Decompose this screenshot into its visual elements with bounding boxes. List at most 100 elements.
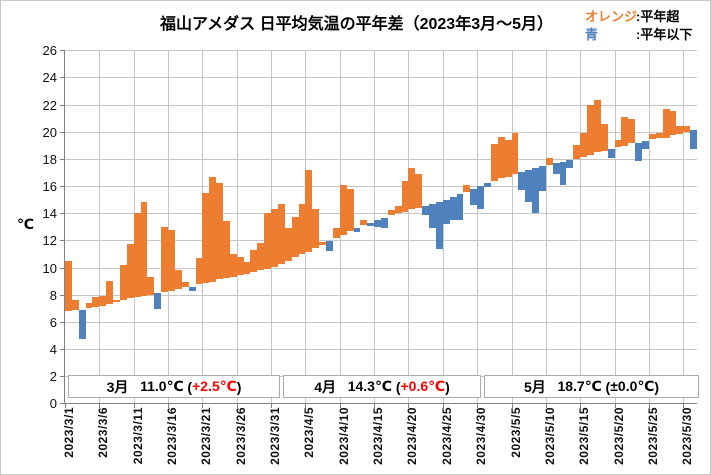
may-anomaly-value: ±0.0℃ bbox=[610, 378, 655, 394]
y-tick-mark bbox=[60, 349, 64, 350]
bar-above-normal bbox=[663, 109, 670, 138]
x-tick-label: 2023/4/15 bbox=[371, 407, 385, 465]
bar-above-normal bbox=[237, 257, 244, 275]
bar-below-normal bbox=[374, 220, 381, 227]
y-tick-label: 12 bbox=[42, 233, 57, 248]
bar-above-normal bbox=[230, 254, 237, 277]
bar-above-normal bbox=[271, 209, 278, 267]
y-gridline bbox=[65, 186, 697, 187]
bar-above-normal bbox=[333, 228, 340, 238]
bar-above-normal bbox=[408, 168, 415, 209]
bar-above-normal bbox=[340, 185, 347, 235]
bar-below-normal bbox=[518, 172, 525, 190]
bar-above-normal bbox=[649, 134, 656, 139]
x-tick-mark bbox=[305, 403, 306, 408]
x-tick-label: 2023/3/26 bbox=[234, 407, 248, 465]
x-tick-label: 2023/3/21 bbox=[199, 407, 213, 465]
bar-below-normal bbox=[477, 186, 484, 209]
y-gridline bbox=[65, 322, 697, 323]
legend-item-below-normal: 青:平年以下 bbox=[585, 26, 692, 44]
bar-above-normal bbox=[573, 145, 580, 159]
bar-above-normal bbox=[278, 204, 285, 264]
bar-above-normal bbox=[491, 144, 498, 181]
bar-below-normal bbox=[470, 189, 477, 205]
bar-above-normal bbox=[594, 100, 601, 152]
bar-above-normal bbox=[65, 261, 72, 311]
bar-above-normal bbox=[670, 111, 676, 135]
bar-below-normal bbox=[436, 202, 443, 249]
legend-label-above: :平年超 bbox=[636, 9, 680, 24]
y-gridline bbox=[65, 240, 697, 241]
y-tick-label: 2 bbox=[49, 369, 57, 384]
x-tick-label: 2023/4/5 bbox=[302, 407, 316, 458]
bar-above-normal bbox=[134, 213, 141, 297]
x-tick-label: 2023/3/31 bbox=[268, 407, 282, 465]
bar-below-normal bbox=[381, 218, 388, 228]
bar-below-normal bbox=[326, 241, 333, 251]
x-gridline bbox=[237, 50, 238, 403]
y-tick-label: 0 bbox=[49, 396, 57, 411]
x-tick-mark bbox=[649, 403, 650, 408]
bar-below-normal bbox=[532, 168, 539, 213]
y-tick-mark bbox=[60, 403, 64, 404]
y-gridline bbox=[65, 50, 697, 51]
y-tick-label: 22 bbox=[42, 98, 57, 113]
x-gridline bbox=[649, 50, 650, 403]
x-gridline bbox=[683, 50, 684, 403]
bar-below-normal bbox=[560, 162, 566, 185]
x-tick-mark bbox=[202, 403, 203, 408]
x-gridline bbox=[168, 50, 169, 403]
bar-above-normal bbox=[656, 133, 663, 138]
y-gridline bbox=[65, 213, 697, 214]
bar-above-normal bbox=[415, 174, 422, 208]
y-tick-label: 4 bbox=[49, 342, 57, 357]
y-tick-label: 20 bbox=[42, 125, 57, 140]
x-tick-label: 2023/4/25 bbox=[440, 407, 454, 465]
bar-below-normal bbox=[566, 160, 573, 168]
y-tick-label: 14 bbox=[42, 206, 57, 221]
bar-below-normal bbox=[154, 293, 161, 309]
bar-below-normal bbox=[450, 197, 457, 220]
bar-above-normal bbox=[628, 119, 635, 143]
bar-above-normal bbox=[168, 230, 175, 291]
y-gridline bbox=[65, 349, 697, 350]
x-gridline bbox=[580, 50, 581, 403]
y-tick-mark bbox=[60, 268, 64, 269]
monthly-summary-april: 4月 14.3℃ (+0.6℃) bbox=[283, 375, 481, 398]
bar-above-normal bbox=[196, 258, 202, 284]
bar-above-normal bbox=[223, 221, 230, 278]
bar-above-normal bbox=[463, 185, 470, 192]
monthly-summary-march: 3月 11.0℃ (+2.5℃) bbox=[68, 375, 280, 398]
y-tick-mark bbox=[60, 77, 64, 78]
bar-below-normal bbox=[539, 166, 546, 191]
x-tick-mark bbox=[168, 403, 169, 408]
bar-above-normal bbox=[360, 220, 367, 225]
bar-below-normal bbox=[443, 200, 450, 224]
bar-above-normal bbox=[127, 244, 134, 298]
monthly-summary-may: 5月 18.7℃ (±0.0℃) bbox=[484, 375, 699, 398]
bar-above-normal bbox=[546, 158, 553, 165]
x-tick-mark bbox=[65, 403, 66, 408]
y-tick-label: 26 bbox=[42, 43, 57, 58]
x-tick-label: 2023/4/30 bbox=[474, 407, 488, 465]
y-tick-mark bbox=[60, 322, 64, 323]
x-tick-label: 2023/5/20 bbox=[612, 407, 626, 465]
x-tick-mark bbox=[615, 403, 616, 408]
bar-above-normal bbox=[202, 193, 209, 283]
y-tick-mark bbox=[60, 213, 64, 214]
march-anomaly-value: +2.5℃ bbox=[192, 378, 237, 394]
legend-term-blue: 青 bbox=[585, 27, 599, 42]
x-gridline bbox=[512, 50, 513, 403]
chart-title: 福山アメダス 日平均気温の平年差（2023年3月～5月） bbox=[159, 16, 554, 33]
bar-above-normal bbox=[580, 133, 587, 157]
y-tick-mark bbox=[60, 295, 64, 296]
x-tick-label: 2023/4/20 bbox=[405, 407, 419, 465]
bar-above-normal bbox=[106, 281, 113, 304]
bar-above-normal bbox=[113, 300, 120, 302]
legend-term-orange: オレンジ bbox=[585, 9, 638, 24]
bar-above-normal bbox=[161, 227, 168, 292]
bar-above-normal bbox=[216, 183, 223, 279]
x-tick-mark bbox=[374, 403, 375, 408]
bar-above-normal bbox=[587, 105, 594, 155]
x-gridline bbox=[408, 50, 409, 403]
